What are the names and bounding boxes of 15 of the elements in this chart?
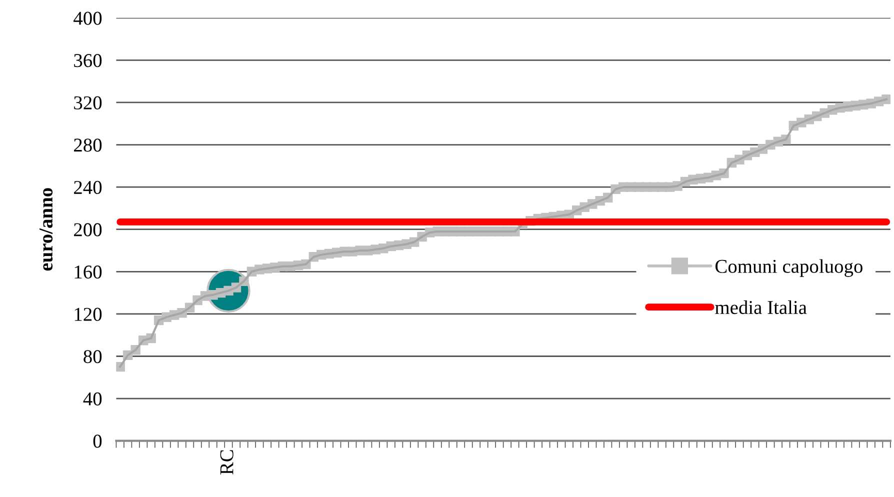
y-tick-label: 240 xyxy=(74,180,102,194)
y-tick-label: 160 xyxy=(74,265,102,279)
y-tick-label: 80 xyxy=(84,350,102,364)
y-tick-label: 0 xyxy=(93,434,102,448)
y-tick-label: 280 xyxy=(74,138,102,152)
y-tick-label: 40 xyxy=(83,392,102,406)
legend-label: Comuni capoluogo xyxy=(715,259,862,277)
y-tick-label: 120 xyxy=(74,308,102,321)
x-tick-label: RC xyxy=(220,450,234,475)
legend-label: media Italia xyxy=(715,300,807,314)
y-tick-label: 320 xyxy=(74,96,102,110)
y-tick-label: 400 xyxy=(74,12,102,25)
y-tick-label: 360 xyxy=(74,54,102,68)
y-tick-label: 200 xyxy=(74,223,102,236)
y-axis-title: euro/anno xyxy=(40,188,53,271)
